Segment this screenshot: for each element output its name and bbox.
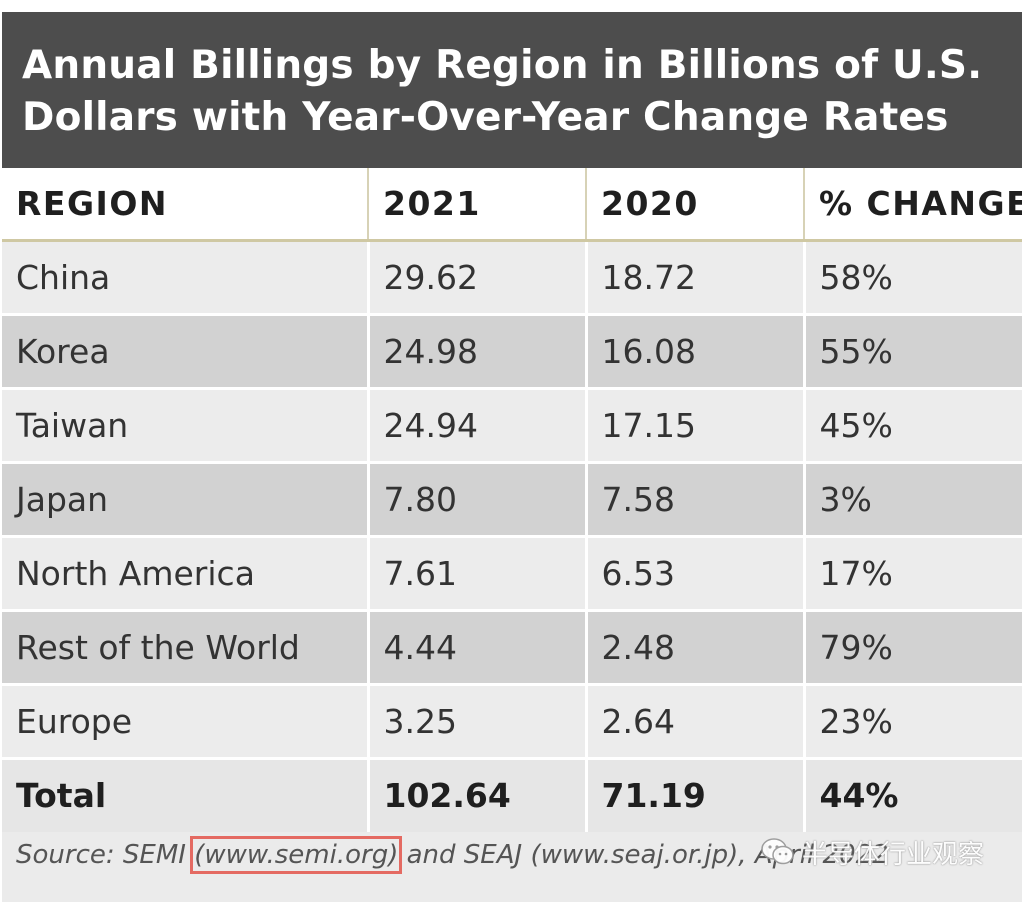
table-row: Taiwan 24.94 17.15 45% (2, 386, 1022, 462)
cell-2021: 29.62 (366, 238, 586, 314)
table-title: Annual Billings by Region in Billions of… (2, 12, 1022, 168)
wechat-icon (760, 837, 796, 867)
cell-2021: 24.98 (366, 312, 586, 388)
total-change: 44% (802, 756, 1022, 832)
cell-2020: 7.58 (584, 460, 804, 536)
cell-2020: 2.64 (584, 682, 804, 758)
watermark-text: 半导体行业观察 (802, 839, 985, 870)
source-suffix: and SEAJ (www.seaj.or.jp), April 2022 (398, 840, 889, 870)
table-row: Rest of the World 4.44 2.48 79% (2, 608, 1022, 684)
cell-change: 3% (802, 460, 1022, 536)
table-body: China 29.62 18.72 58% Korea 24.98 16.08 … (2, 238, 1022, 832)
cell-change: 79% (802, 608, 1022, 684)
cell-change: 45% (802, 386, 1022, 462)
header-change: % CHANGE (803, 168, 1022, 242)
cell-2020: 17.15 (584, 386, 804, 462)
table-row: Europe 3.25 2.64 23% (2, 682, 1022, 758)
header-2020: 2020 (585, 168, 804, 242)
title-line-2: Dollars with Year-Over-Year Change Rates (22, 95, 949, 140)
source-semi-link: (www.semi.org) (190, 836, 403, 874)
cell-2021: 7.80 (366, 460, 586, 536)
table-row: China 29.62 18.72 58% (2, 238, 1022, 314)
cell-region: China (2, 238, 368, 314)
cell-change: 55% (802, 312, 1022, 388)
table-row: Korea 24.98 16.08 55% (2, 312, 1022, 388)
total-row: Total 102.64 71.19 44% (2, 756, 1022, 832)
cell-region: Rest of the World (2, 608, 368, 684)
cell-2021: 24.94 (366, 386, 586, 462)
header-region: REGION (2, 168, 368, 242)
cell-region: Korea (2, 312, 368, 388)
source-prefix: Source: SEMI (16, 840, 195, 870)
cell-change: 58% (802, 238, 1022, 314)
cell-region: Europe (2, 682, 368, 758)
table-row: Japan 7.80 7.58 3% (2, 460, 1022, 536)
cell-region: Taiwan (2, 386, 368, 462)
header-row: REGION 2021 2020 % CHANGE (2, 168, 1022, 242)
billings-table: REGION 2021 2020 % CHANGE China 29.62 18… (2, 168, 1022, 832)
cell-change: 23% (802, 682, 1022, 758)
cell-2021: 4.44 (366, 608, 586, 684)
cell-2020: 16.08 (584, 312, 804, 388)
cell-2020: 18.72 (584, 238, 804, 314)
total-2020: 71.19 (584, 756, 804, 832)
cell-2020: 6.53 (584, 534, 804, 610)
cell-2021: 3.25 (366, 682, 586, 758)
title-line-1: Annual Billings by Region in Billions of… (22, 43, 983, 88)
cell-region: Japan (2, 460, 368, 536)
cell-region: North America (2, 534, 368, 610)
total-label: Total (2, 756, 368, 832)
cell-2021: 7.61 (366, 534, 586, 610)
cell-2020: 2.48 (584, 608, 804, 684)
total-2021: 102.64 (366, 756, 586, 832)
header-2021: 2021 (367, 168, 586, 242)
cell-change: 17% (802, 534, 1022, 610)
table-row: North America 7.61 6.53 17% (2, 534, 1022, 610)
billings-table-card: Annual Billings by Region in Billions of… (2, 12, 1022, 902)
source-note: Source: SEMI (www.semi.org) and SEAJ (ww… (16, 836, 889, 874)
watermark: 半导体行业观察 (760, 828, 984, 876)
